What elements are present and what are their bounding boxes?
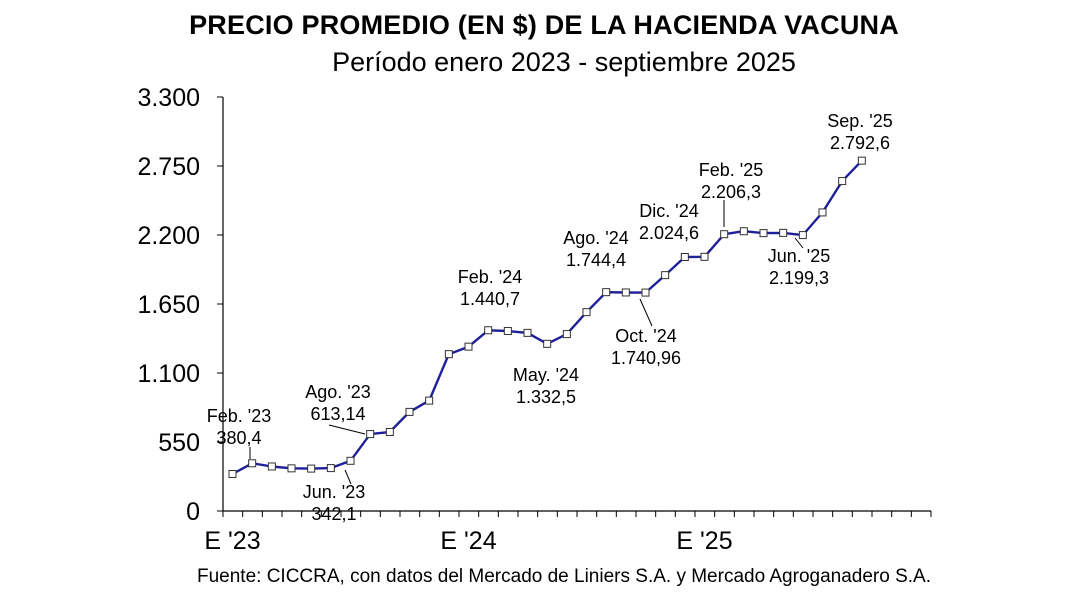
data-point [818, 208, 827, 217]
data-label: 613,14 [310, 404, 365, 424]
y-tick-label: 0 [186, 498, 200, 526]
data-point [739, 227, 748, 236]
y-tick-label: 1.650 [137, 291, 200, 319]
annotation-leader [328, 424, 366, 435]
data-point [464, 342, 473, 351]
chart-title: PRECIO PROMEDIO (EN $) DE LA HACIENDA VA… [189, 10, 899, 40]
data-point [425, 396, 434, 405]
data-point [543, 339, 552, 348]
y-tick-label: 2.750 [137, 153, 200, 181]
data-point [798, 231, 807, 240]
data-point [562, 330, 571, 339]
data-label: Ago. '23 [305, 382, 371, 402]
data-label: May. '24 [513, 365, 579, 385]
x-tick-label: E '24 [440, 527, 496, 555]
data-point [720, 230, 729, 239]
data-label: 1.744,4 [566, 250, 626, 270]
data-point [228, 469, 237, 478]
data-label: 2.024,6 [639, 223, 699, 243]
data-point [346, 456, 355, 465]
data-label: 2.792,6 [830, 133, 890, 153]
data-label: 1.332,5 [516, 387, 576, 407]
x-tick-label: E '23 [204, 527, 260, 555]
annotation-leader [344, 469, 352, 485]
y-tick-label: 3.300 [137, 84, 200, 112]
data-label: 1.740,96 [611, 348, 681, 368]
data-label: 342,1 [311, 504, 356, 524]
data-label: 2.199,3 [769, 268, 829, 288]
y-tick-label: 2.200 [137, 222, 200, 250]
data-point [366, 430, 375, 439]
data-label: Jun. '25 [768, 246, 830, 266]
data-label: 1.440,7 [460, 289, 520, 309]
y-tick-label: 550 [158, 429, 200, 457]
data-point [405, 407, 414, 416]
annotation-leader [639, 298, 653, 327]
data-point [385, 427, 394, 436]
data-point [621, 288, 630, 297]
data-label: 2.206,3 [701, 182, 761, 202]
data-point [779, 228, 788, 237]
data-point [287, 464, 296, 473]
data-point [641, 288, 650, 297]
data-point [582, 308, 591, 317]
data-point [326, 464, 335, 473]
y-tick-label: 1.100 [137, 360, 200, 388]
data-label: Feb. '23 [207, 406, 271, 426]
annotation-leader [794, 237, 804, 249]
chart-source: Fuente: CICCRA, con datos del Mercado de… [197, 566, 931, 587]
data-label: Feb. '24 [458, 267, 522, 287]
data-point [307, 464, 316, 473]
data-label: Sep. '25 [827, 111, 893, 131]
chart-subtitle: Período enero 2023 - septiembre 2025 [332, 47, 796, 77]
data-point [838, 177, 847, 186]
series-line [231, 159, 863, 476]
data-point [503, 326, 512, 335]
data-point [484, 326, 493, 335]
data-point [700, 252, 709, 261]
data-point [759, 229, 768, 238]
data-point [248, 459, 257, 468]
x-tick-label: E '25 [676, 527, 732, 555]
data-point [267, 462, 276, 471]
data-label: Feb. '25 [699, 160, 763, 180]
data-point [602, 288, 611, 297]
data-label: Oct. '24 [615, 326, 676, 346]
data-point [444, 350, 453, 359]
data-point [680, 253, 689, 262]
data-label: Jun. '23 [303, 482, 365, 502]
data-label: Ago. '24 [563, 228, 629, 248]
data-label: 380,4 [216, 428, 261, 448]
data-point [523, 328, 532, 337]
data-point [661, 271, 670, 280]
data-point [857, 156, 866, 165]
data-label: Dic. '24 [639, 201, 698, 221]
